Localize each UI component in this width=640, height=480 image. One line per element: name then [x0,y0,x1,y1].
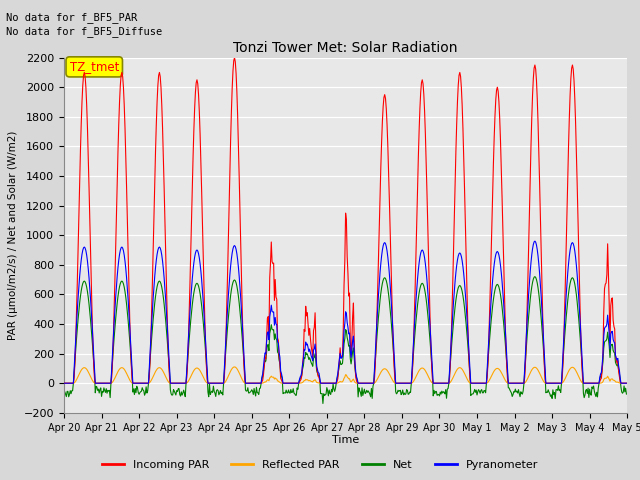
Y-axis label: PAR (μmol/m2/s) / Net and Solar (W/m2): PAR (μmol/m2/s) / Net and Solar (W/m2) [8,131,18,340]
Text: No data for f_BF5_Diffuse: No data for f_BF5_Diffuse [6,26,163,37]
Text: TZ_tmet: TZ_tmet [70,60,119,73]
Legend: Incoming PAR, Reflected PAR, Net, Pyranometer: Incoming PAR, Reflected PAR, Net, Pyrano… [97,456,543,474]
Text: No data for f_BF5_PAR: No data for f_BF5_PAR [6,12,138,23]
Title: Tonzi Tower Met: Solar Radiation: Tonzi Tower Met: Solar Radiation [234,41,458,55]
X-axis label: Time: Time [332,435,359,445]
